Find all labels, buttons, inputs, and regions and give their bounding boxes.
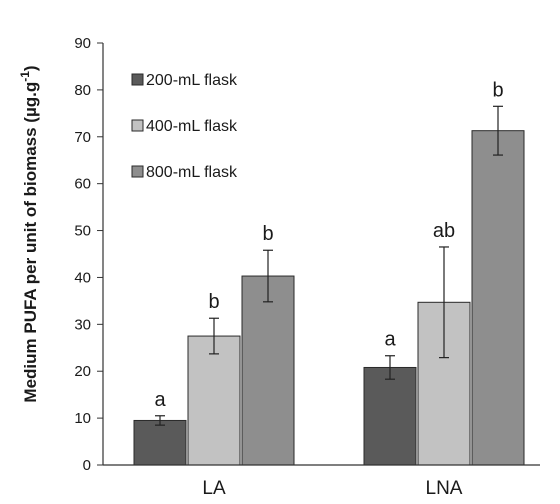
y-tick-label: 60 <box>74 176 91 193</box>
y-tick-label: 30 <box>74 316 91 333</box>
y-tick-label: 0 <box>83 457 91 474</box>
y-tick-label: 50 <box>74 223 91 240</box>
y-axis-ticks: 0 10 20 30 40 50 60 70 80 90 <box>74 35 103 474</box>
x-category-label: LA <box>202 478 226 499</box>
significance-letter: b <box>492 79 503 101</box>
axes <box>102 43 540 466</box>
legend-swatch <box>131 73 144 86</box>
bar <box>363 366 417 466</box>
significance-letter: a <box>384 329 396 351</box>
y-tick-label: 20 <box>74 363 91 380</box>
legend-swatch <box>131 119 144 132</box>
significance-letter: b <box>262 223 273 245</box>
bar <box>133 419 187 466</box>
bar <box>187 335 241 466</box>
significance-letter: a <box>154 389 166 411</box>
y-tick-label: 80 <box>74 82 91 99</box>
legend-label: 400-mL flask <box>146 118 238 135</box>
y-axis-label: Medium PUFA per unit of biomass (µg.g-1) <box>18 65 40 402</box>
y-tick-label: 70 <box>74 129 91 146</box>
legend-label: 800-mL flask <box>146 164 238 181</box>
legend-label: 200-mL flask <box>146 72 238 89</box>
legend-swatch <box>131 165 144 178</box>
bars <box>133 130 525 466</box>
bar <box>241 275 295 466</box>
y-tick-label: 10 <box>74 410 91 427</box>
y-tick-label: 90 <box>74 35 91 52</box>
significance-letter: ab <box>433 220 455 242</box>
legend: 200-mL flask 400-mL flask 800-mL flask <box>131 72 238 181</box>
significance-letter: b <box>208 291 219 313</box>
y-tick-label: 40 <box>74 269 91 286</box>
bar <box>471 130 525 466</box>
x-axis-categories: LA LNA <box>202 478 462 499</box>
x-category-label: LNA <box>426 478 463 499</box>
error-bars <box>155 105 503 426</box>
